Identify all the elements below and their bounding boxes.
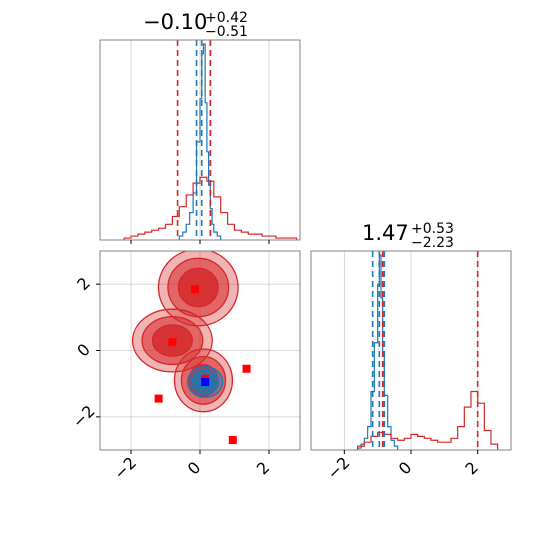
x-axis-ticks: −2 0 2	[323, 450, 482, 483]
panel-title: 1.47	[362, 221, 409, 245]
quantile-lines	[371, 251, 479, 450]
point-marker	[201, 378, 210, 387]
x-tick-label: −2	[110, 453, 140, 483]
y-axis-ticks: −2 0 2	[69, 273, 100, 432]
panel-marginal-param-1: −0.10 +0.42 −0.51	[99, 10, 301, 244]
x-tick-label: 2	[253, 458, 274, 479]
point-marker	[168, 338, 177, 347]
panel-marginal-param-2: −2 0 2 1.47 +0.53 −2.23	[310, 221, 512, 483]
x-axis-ticks: −2 0 2	[110, 450, 273, 483]
title-median: 1.47	[362, 221, 409, 245]
histogram-step	[123, 176, 298, 240]
title-lower: −0.51	[205, 24, 248, 40]
x-tick-label: 2	[461, 458, 482, 479]
histogram-step	[178, 43, 222, 240]
x-axis-ticks	[130, 240, 270, 244]
title-upper: +0.42	[205, 10, 248, 26]
point-marker	[154, 394, 163, 403]
point-marker	[190, 285, 199, 294]
panel-title: −0.10	[143, 10, 207, 34]
title-upper: +0.53	[411, 221, 454, 237]
markers	[154, 285, 251, 445]
point-marker	[228, 436, 237, 445]
point-marker	[242, 364, 251, 373]
histogram-series	[123, 43, 298, 240]
y-tick-label: 0	[73, 340, 94, 361]
title-median: −0.10	[143, 10, 207, 34]
x-tick-label: 0	[395, 458, 416, 479]
x-tick-label: −2	[323, 453, 353, 483]
y-tick-label: 2	[73, 273, 94, 294]
title-lower: −2.23	[411, 235, 454, 251]
panel-joint: −2 0 2 −2 0 2	[69, 250, 301, 483]
quantile-lines	[176, 40, 212, 240]
histogram-step	[357, 254, 399, 450]
x-tick-label: 0	[184, 458, 205, 479]
y-tick-label: −2	[69, 401, 99, 431]
